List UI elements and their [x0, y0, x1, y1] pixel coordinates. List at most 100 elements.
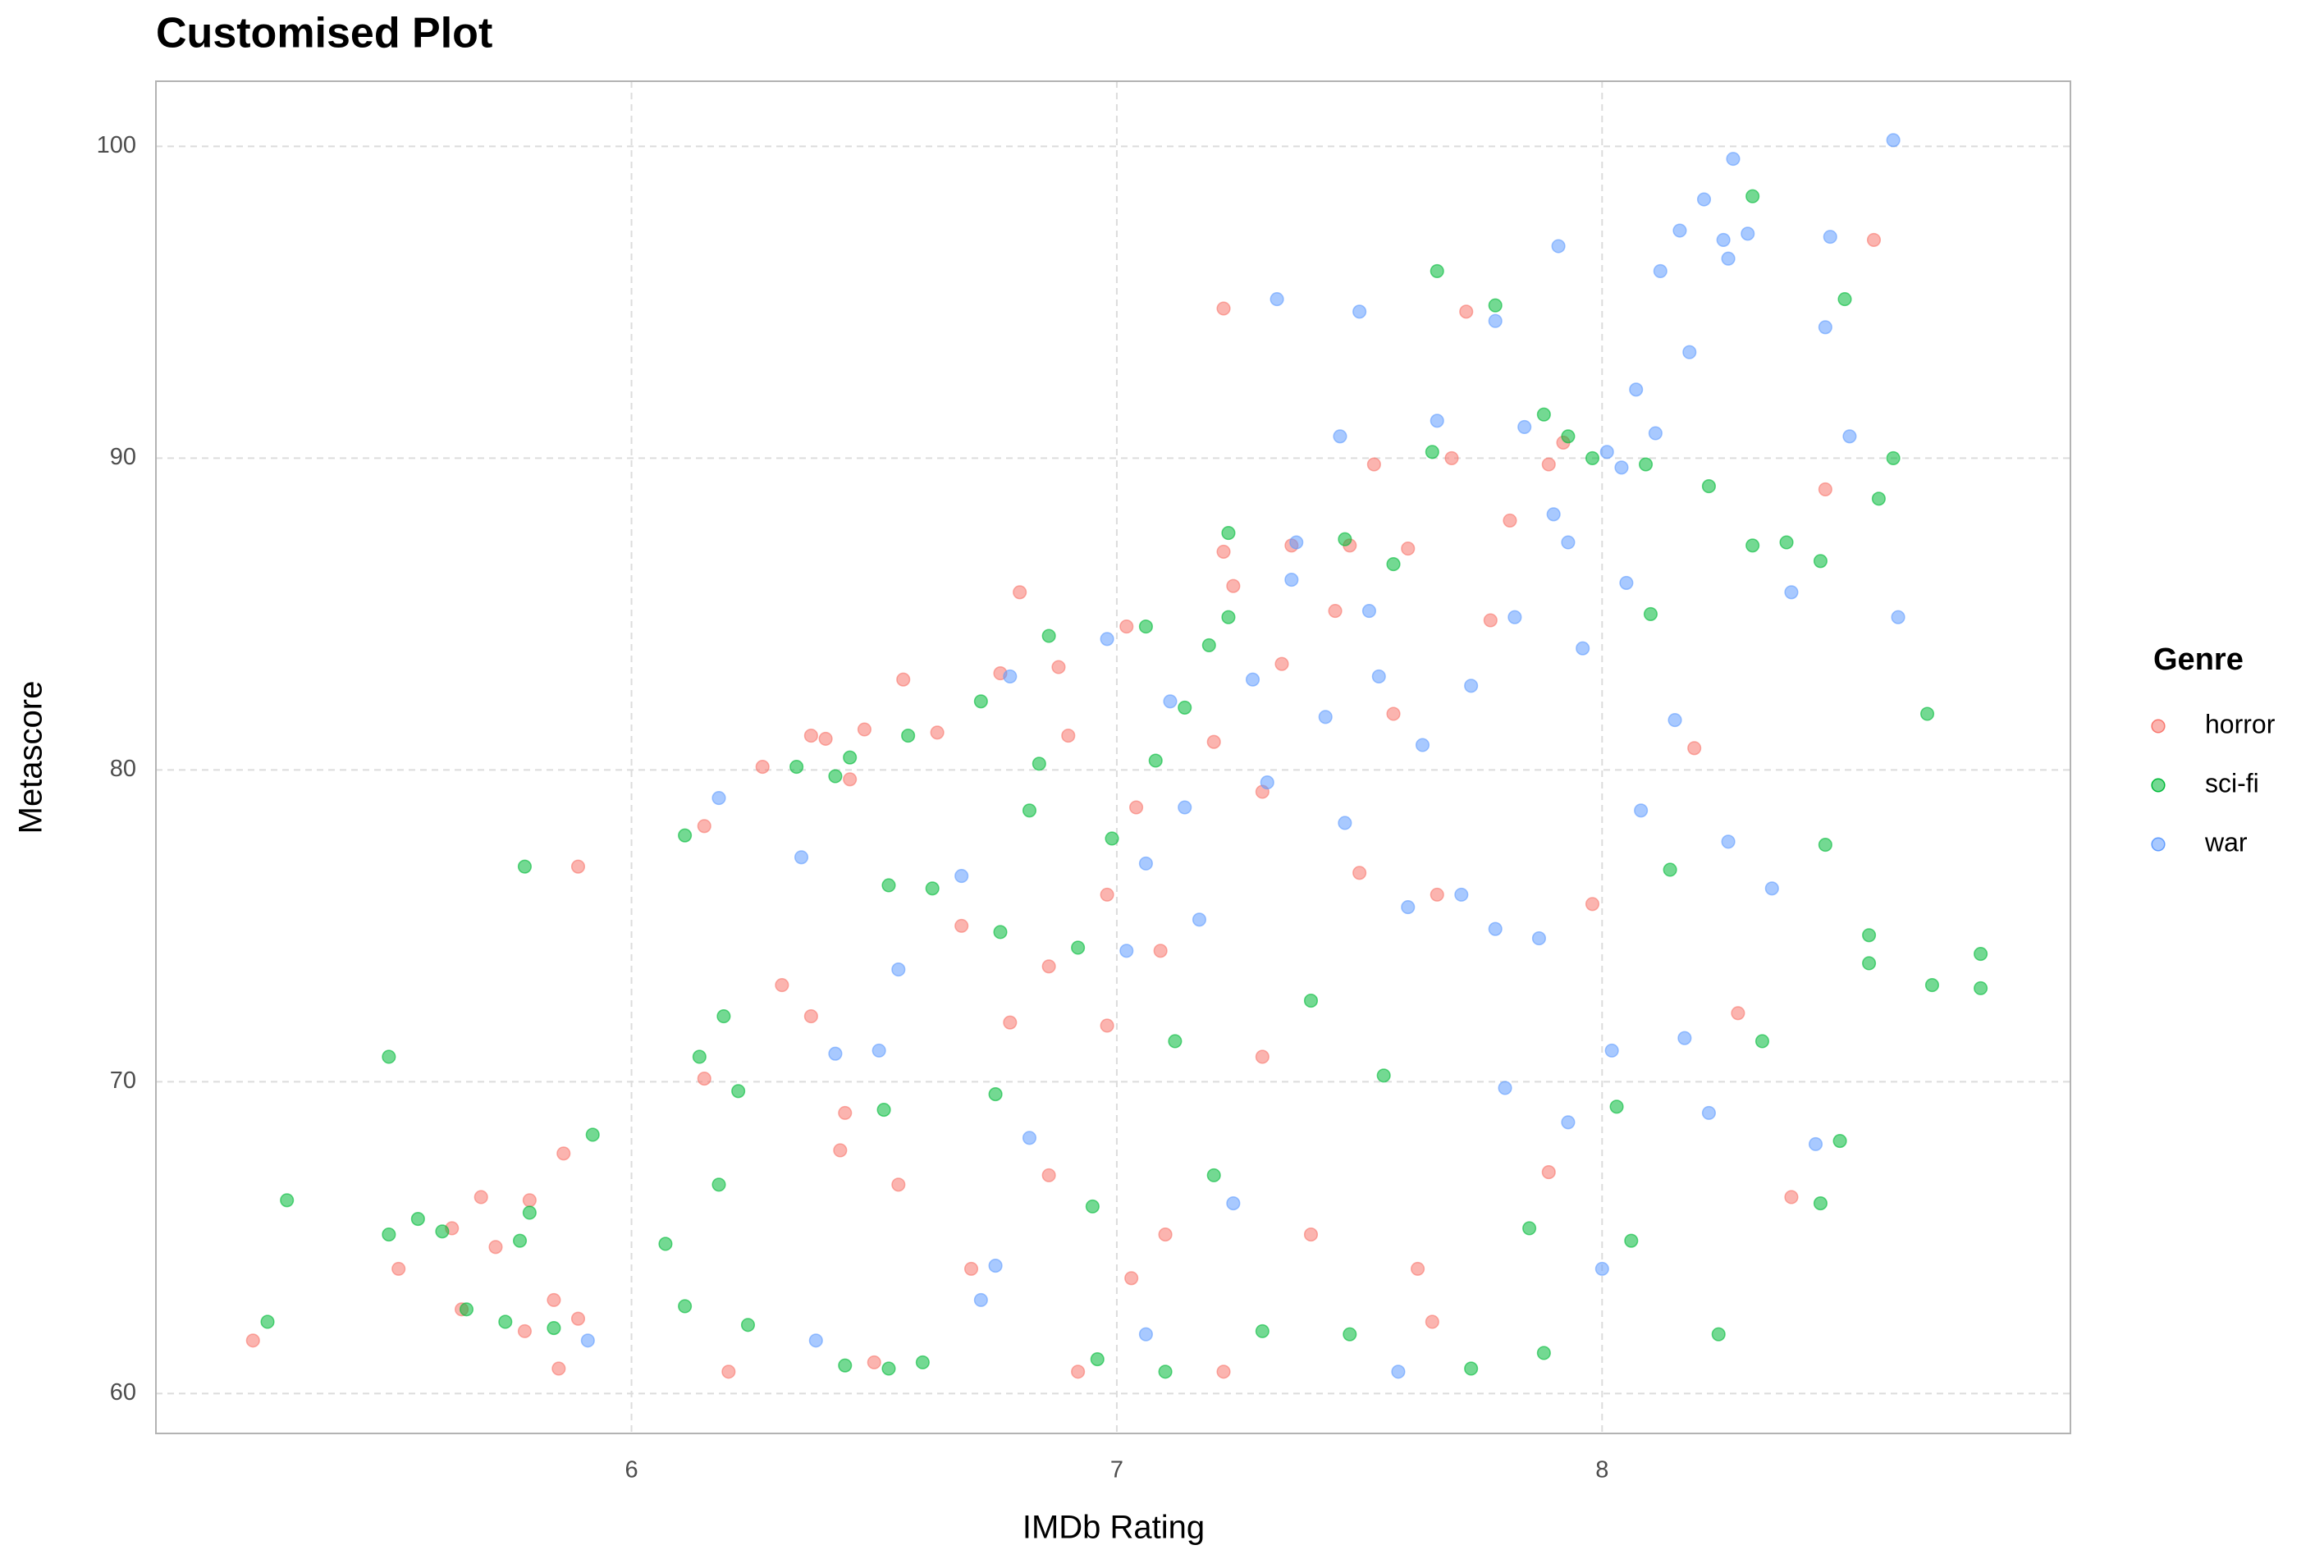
point: [1401, 900, 1416, 915]
point: [1745, 538, 1760, 553]
y-tick-label: 80: [110, 756, 136, 782]
point: [1726, 152, 1741, 167]
point: [382, 1049, 396, 1064]
point: [382, 1227, 396, 1242]
point: [488, 1240, 503, 1255]
point: [1105, 831, 1119, 846]
point: [915, 1355, 930, 1369]
point: [1201, 638, 1216, 652]
point: [512, 1233, 528, 1248]
x-tick-label: 6: [624, 1457, 638, 1483]
point: [1328, 604, 1343, 619]
point: [1158, 1227, 1173, 1242]
point: [1871, 491, 1886, 506]
point: [1124, 1271, 1139, 1286]
y-tick-label: 60: [110, 1379, 136, 1406]
point: [1178, 700, 1192, 715]
legend-label: horror: [2205, 709, 2276, 738]
legend-label: sci-fi: [2205, 768, 2259, 798]
point: [1522, 1221, 1537, 1236]
point: [1784, 585, 1799, 600]
point: [658, 1237, 673, 1251]
point: [1818, 482, 1832, 496]
point: [808, 1333, 823, 1348]
point: [580, 1333, 595, 1348]
point: [1818, 320, 1832, 335]
point: [1192, 912, 1207, 927]
point: [1614, 460, 1629, 475]
point: [1701, 479, 1716, 494]
point: [803, 1009, 818, 1024]
point: [1862, 956, 1877, 971]
point: [867, 1355, 881, 1369]
point: [280, 1193, 295, 1208]
point: [556, 1146, 571, 1161]
point: [838, 1105, 853, 1120]
point: [828, 1046, 843, 1061]
point: [1138, 856, 1153, 871]
point: [1561, 1115, 1576, 1130]
point: [954, 869, 969, 884]
point: [1303, 1227, 1319, 1242]
point: [585, 1127, 600, 1142]
point: [1459, 304, 1474, 319]
point: [1318, 710, 1333, 725]
point: [1687, 741, 1702, 756]
point: [260, 1314, 275, 1329]
point: [1153, 944, 1168, 958]
point: [1051, 660, 1066, 674]
point: [1168, 1034, 1183, 1049]
point: [1148, 753, 1163, 768]
point: [1561, 535, 1576, 550]
point: [1813, 554, 1828, 569]
point: [1041, 959, 1056, 974]
point: [391, 1261, 406, 1276]
point: [1745, 189, 1760, 203]
point: [1541, 1165, 1556, 1180]
point: [1531, 931, 1546, 946]
point: [1716, 232, 1731, 247]
point: [740, 1318, 756, 1333]
point: [1808, 1136, 1823, 1151]
point: [570, 1311, 586, 1326]
point: [1721, 834, 1736, 849]
point: [1624, 1233, 1639, 1248]
point: [1333, 429, 1347, 444]
point: [678, 1299, 693, 1314]
point: [1376, 1068, 1391, 1083]
point: [843, 750, 858, 765]
point: [1672, 223, 1687, 238]
point: [1813, 1196, 1828, 1211]
point: [891, 962, 906, 977]
point: [1541, 457, 1556, 472]
point: [570, 859, 586, 874]
point: [896, 672, 911, 687]
point: [872, 1043, 886, 1058]
point: [1119, 944, 1134, 958]
point: [755, 760, 770, 775]
point: [891, 1177, 906, 1192]
point: [1832, 1134, 1847, 1149]
point: [1668, 713, 1682, 728]
point: [1221, 610, 1236, 624]
point: [692, 1049, 707, 1064]
point: [1536, 1346, 1551, 1360]
point: [1701, 1105, 1716, 1120]
point: [1721, 251, 1736, 266]
point: [1022, 803, 1037, 818]
point: [789, 760, 804, 775]
legend-title: Genre: [2153, 642, 2244, 677]
point: [1488, 921, 1503, 936]
point: [973, 694, 988, 709]
point: [1255, 1323, 1270, 1338]
point: [925, 881, 940, 896]
point: [973, 1292, 988, 1307]
x-axis-title: IMDb Rating: [1022, 1510, 1205, 1546]
point: [1274, 656, 1289, 671]
point: [818, 731, 833, 746]
point: [1546, 507, 1561, 522]
point: [1454, 887, 1469, 902]
point: [245, 1333, 260, 1348]
point: [1226, 578, 1241, 593]
